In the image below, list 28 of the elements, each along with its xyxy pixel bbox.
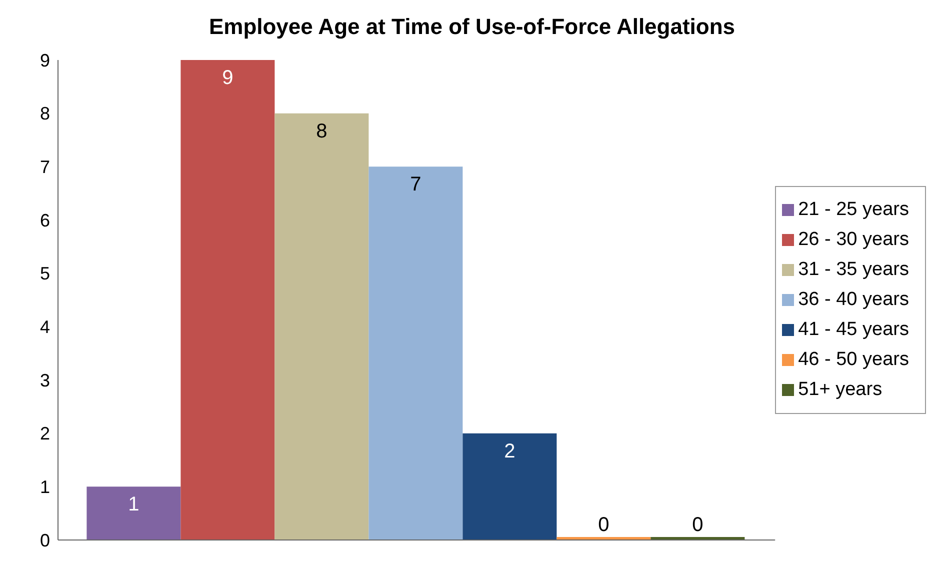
y-tick-label: 0 <box>40 530 50 550</box>
data-label: 2 <box>504 440 516 462</box>
data-label: 8 <box>316 120 328 142</box>
y-tick-label: 9 <box>40 50 50 70</box>
y-tick-label: 3 <box>40 370 50 390</box>
legend-label: 51+ years <box>798 379 882 400</box>
legend-label: 46 - 50 years <box>798 349 909 370</box>
data-label: 7 <box>410 174 422 196</box>
legend-label: 31 - 35 years <box>798 259 909 280</box>
data-label: 1 <box>128 494 140 516</box>
y-tick-label: 5 <box>40 264 50 284</box>
y-tick-label: 4 <box>40 317 50 338</box>
bar <box>180 60 275 540</box>
legend-label: 21 - 25 years <box>798 199 909 220</box>
legend-label: 26 - 30 years <box>798 229 909 250</box>
bar <box>368 166 463 540</box>
data-label: 0 <box>598 514 610 536</box>
data-label: 9 <box>222 67 234 89</box>
data-label: 0 <box>692 514 704 536</box>
y-tick-label: 6 <box>40 210 50 230</box>
y-tick-label: 7 <box>40 157 50 178</box>
chart-title: Employee Age at Time of Use-of-Force Allegations <box>208 14 736 40</box>
legend-label: 36 - 40 years <box>798 289 909 310</box>
y-tick-label: 8 <box>40 104 50 124</box>
y-tick-label: 1 <box>40 477 50 498</box>
bar <box>274 113 369 540</box>
y-tick-label: 2 <box>40 424 50 444</box>
legend-label: 41 - 45 years <box>798 319 909 340</box>
